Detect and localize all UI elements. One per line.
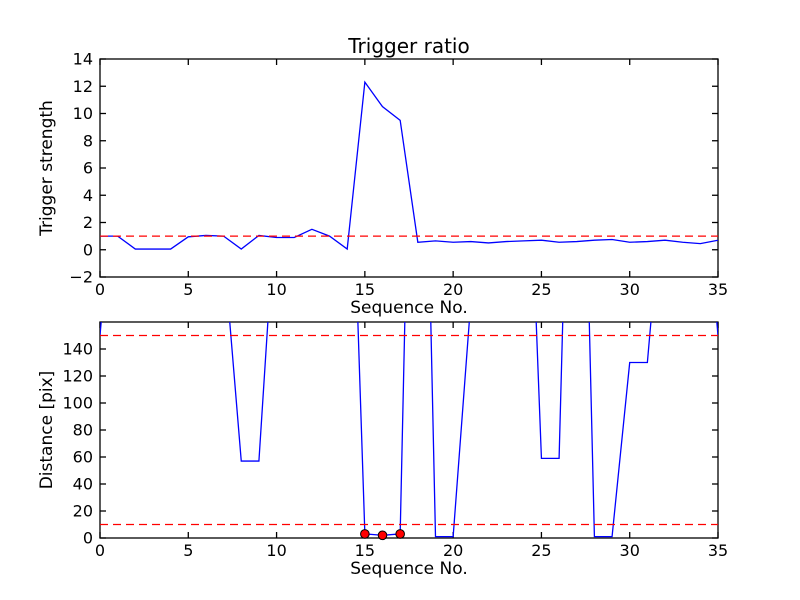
top-y-axis-label: Trigger strength bbox=[37, 100, 57, 236]
x-tick-label: 5 bbox=[183, 280, 193, 299]
y-tick-label: 20 bbox=[73, 502, 93, 521]
bottom-y-axis-label: Distance [pix] bbox=[37, 370, 57, 490]
bottom-x-axis-label: Sequence No. bbox=[350, 559, 468, 579]
x-tick-label: 5 bbox=[183, 541, 193, 560]
plot-area bbox=[99, 58, 719, 278]
y-tick-label: 14 bbox=[73, 50, 93, 69]
x-tick-label: 35 bbox=[708, 280, 728, 299]
plot-area bbox=[99, 321, 719, 539]
y-tick-label: 2 bbox=[83, 213, 93, 232]
x-tick-label: 30 bbox=[620, 280, 640, 299]
x-tick-label: 0 bbox=[95, 541, 105, 560]
y-tick-label: 100 bbox=[62, 394, 93, 413]
x-tick-label: 35 bbox=[708, 541, 728, 560]
top-x-axis-label: Sequence No. bbox=[350, 298, 468, 318]
x-tick-label: 25 bbox=[531, 280, 551, 299]
y-tick-label: 0 bbox=[83, 240, 93, 259]
y-tick-label: 80 bbox=[73, 421, 93, 440]
x-tick-label: 15 bbox=[355, 280, 375, 299]
series-line-distance bbox=[100, 322, 718, 538]
data-point-marker bbox=[377, 530, 388, 541]
y-tick-label: 10 bbox=[73, 104, 93, 123]
chart-title: Trigger ratio bbox=[348, 34, 470, 58]
x-tick-label: 10 bbox=[266, 280, 286, 299]
y-tick-label: 6 bbox=[83, 159, 93, 178]
x-tick-label: 0 bbox=[95, 280, 105, 299]
x-tick-label: 10 bbox=[266, 541, 286, 560]
x-tick-label: 30 bbox=[620, 541, 640, 560]
y-tick-label: 120 bbox=[62, 367, 93, 386]
x-tick-label: 20 bbox=[443, 541, 463, 560]
y-tick-label: 40 bbox=[73, 475, 93, 494]
axes-bottom: 0 5 10 15 20 25 30 35 0 20 40 60 80 100 120 140 bbox=[62, 321, 728, 560]
series-line-trigger-strength bbox=[100, 80, 718, 251]
x-tick-label: 15 bbox=[355, 541, 375, 560]
x-tick-label: 20 bbox=[443, 280, 463, 299]
x-tick-label: 25 bbox=[531, 541, 551, 560]
y-tick-label: 4 bbox=[83, 186, 93, 205]
y-tick-label: 140 bbox=[62, 340, 93, 359]
data-point-marker bbox=[360, 529, 370, 539]
y-tick-label: 12 bbox=[73, 77, 93, 96]
data-point-marker bbox=[395, 529, 405, 539]
y-tick-label: −2 bbox=[69, 268, 93, 287]
y-tick-label: 60 bbox=[73, 448, 93, 467]
y-tick-label: 8 bbox=[83, 131, 93, 150]
y-tick-label: 0 bbox=[83, 529, 93, 548]
